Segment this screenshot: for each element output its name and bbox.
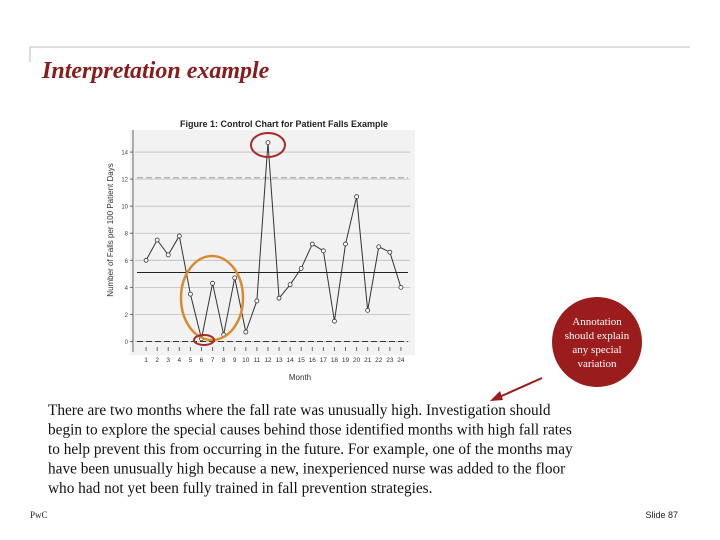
footer-left: PwC bbox=[30, 510, 48, 520]
y-axis-label: Number of Falls per 100 Patient Days bbox=[106, 163, 115, 296]
highlight-high bbox=[250, 132, 286, 158]
annotation-line: Annotation bbox=[572, 316, 622, 328]
series-line bbox=[145, 142, 402, 339]
body-text: There are two months where the fall rate… bbox=[48, 402, 573, 497]
y-tick-label: 2 bbox=[125, 313, 129, 319]
data-point bbox=[320, 248, 326, 254]
x-tick-label: 19 bbox=[342, 357, 350, 364]
x-tick-label: 3 bbox=[166, 357, 170, 364]
data-point bbox=[243, 329, 249, 335]
data-point bbox=[287, 282, 293, 288]
y-tick-label: 14 bbox=[121, 151, 128, 157]
x-tick-label: 1 bbox=[144, 357, 148, 364]
body-line: have been unusually high because a new, … bbox=[48, 461, 565, 478]
y-tick-label: 10 bbox=[121, 205, 128, 211]
highlight-low bbox=[193, 334, 215, 346]
annotation-line: should explain bbox=[565, 330, 630, 342]
x-tick-label: 20 bbox=[353, 357, 361, 364]
body-line: There are two months where the fall rate… bbox=[48, 402, 551, 419]
footer-right: Slide 87 bbox=[645, 510, 678, 520]
data-point bbox=[398, 284, 404, 290]
highlight-low-group bbox=[179, 254, 245, 342]
data-point bbox=[332, 318, 337, 324]
data-point bbox=[154, 237, 160, 243]
y-tick-label: 4 bbox=[125, 286, 129, 292]
y-tick-label: 6 bbox=[125, 259, 129, 265]
x-tick-label: 21 bbox=[364, 357, 372, 364]
x-tick-label: 18 bbox=[331, 357, 339, 364]
x-tick-label: 24 bbox=[397, 357, 405, 364]
body-line: begin to explore the special causes behi… bbox=[48, 422, 572, 439]
x-tick-label: 9 bbox=[233, 357, 237, 364]
data-point bbox=[343, 241, 348, 247]
data-point bbox=[309, 241, 315, 247]
chart-title: Figure 1: Control Chart for Patient Fall… bbox=[180, 119, 388, 129]
annotation-line: any special bbox=[572, 344, 621, 356]
x-tick-label: 23 bbox=[386, 357, 394, 364]
data-point bbox=[176, 233, 182, 239]
x-tick-label: 22 bbox=[375, 357, 383, 364]
annotation: Annotation should explain any special varia… bbox=[565, 316, 630, 370]
x-tick-label: 17 bbox=[320, 357, 328, 364]
x-tick-label: 15 bbox=[298, 357, 306, 364]
body-line: to help prevent this from occurring in t… bbox=[48, 441, 573, 458]
annotation-bubble bbox=[552, 297, 642, 387]
x-tick-label: 10 bbox=[242, 357, 250, 364]
data-point bbox=[365, 307, 371, 313]
data-point bbox=[143, 257, 149, 263]
data-point bbox=[232, 275, 238, 281]
slide-title: Interpretation example bbox=[41, 58, 270, 84]
x-tick-label: 5 bbox=[189, 357, 193, 364]
x-tick-label: 11 bbox=[254, 357, 261, 364]
y-tick-label: 0 bbox=[125, 340, 129, 346]
data-point bbox=[165, 252, 171, 258]
x-tick-label: 13 bbox=[275, 357, 283, 364]
data-point bbox=[254, 298, 260, 304]
body-line: who had not yet been fully trained in fa… bbox=[48, 480, 432, 497]
data-point bbox=[187, 291, 193, 297]
x-tick-label: 14 bbox=[287, 357, 295, 364]
data-point bbox=[387, 249, 393, 255]
data-point bbox=[376, 244, 382, 250]
x-axis-label: Month bbox=[289, 373, 311, 382]
x-tick-label: 2 bbox=[155, 357, 159, 364]
data-point bbox=[265, 140, 271, 145]
annotation-arrow bbox=[496, 377, 543, 399]
x-tick-label: 7 bbox=[211, 357, 215, 364]
annotation-line: variation bbox=[577, 358, 617, 370]
x-tick-label: 8 bbox=[222, 357, 226, 364]
x-tick-label: 6 bbox=[200, 357, 204, 364]
data-point bbox=[354, 194, 360, 200]
data-point bbox=[210, 280, 215, 286]
data-point bbox=[298, 266, 304, 271]
y-tick-label: 12 bbox=[121, 178, 128, 184]
x-tick-label: 16 bbox=[309, 357, 317, 364]
x-tick-label: 4 bbox=[178, 357, 182, 364]
x-tick-label: 12 bbox=[264, 357, 272, 364]
arrow-head bbox=[490, 391, 503, 401]
y-tick-label: 8 bbox=[125, 232, 129, 238]
plot-background bbox=[130, 130, 415, 355]
data-point bbox=[276, 295, 282, 301]
